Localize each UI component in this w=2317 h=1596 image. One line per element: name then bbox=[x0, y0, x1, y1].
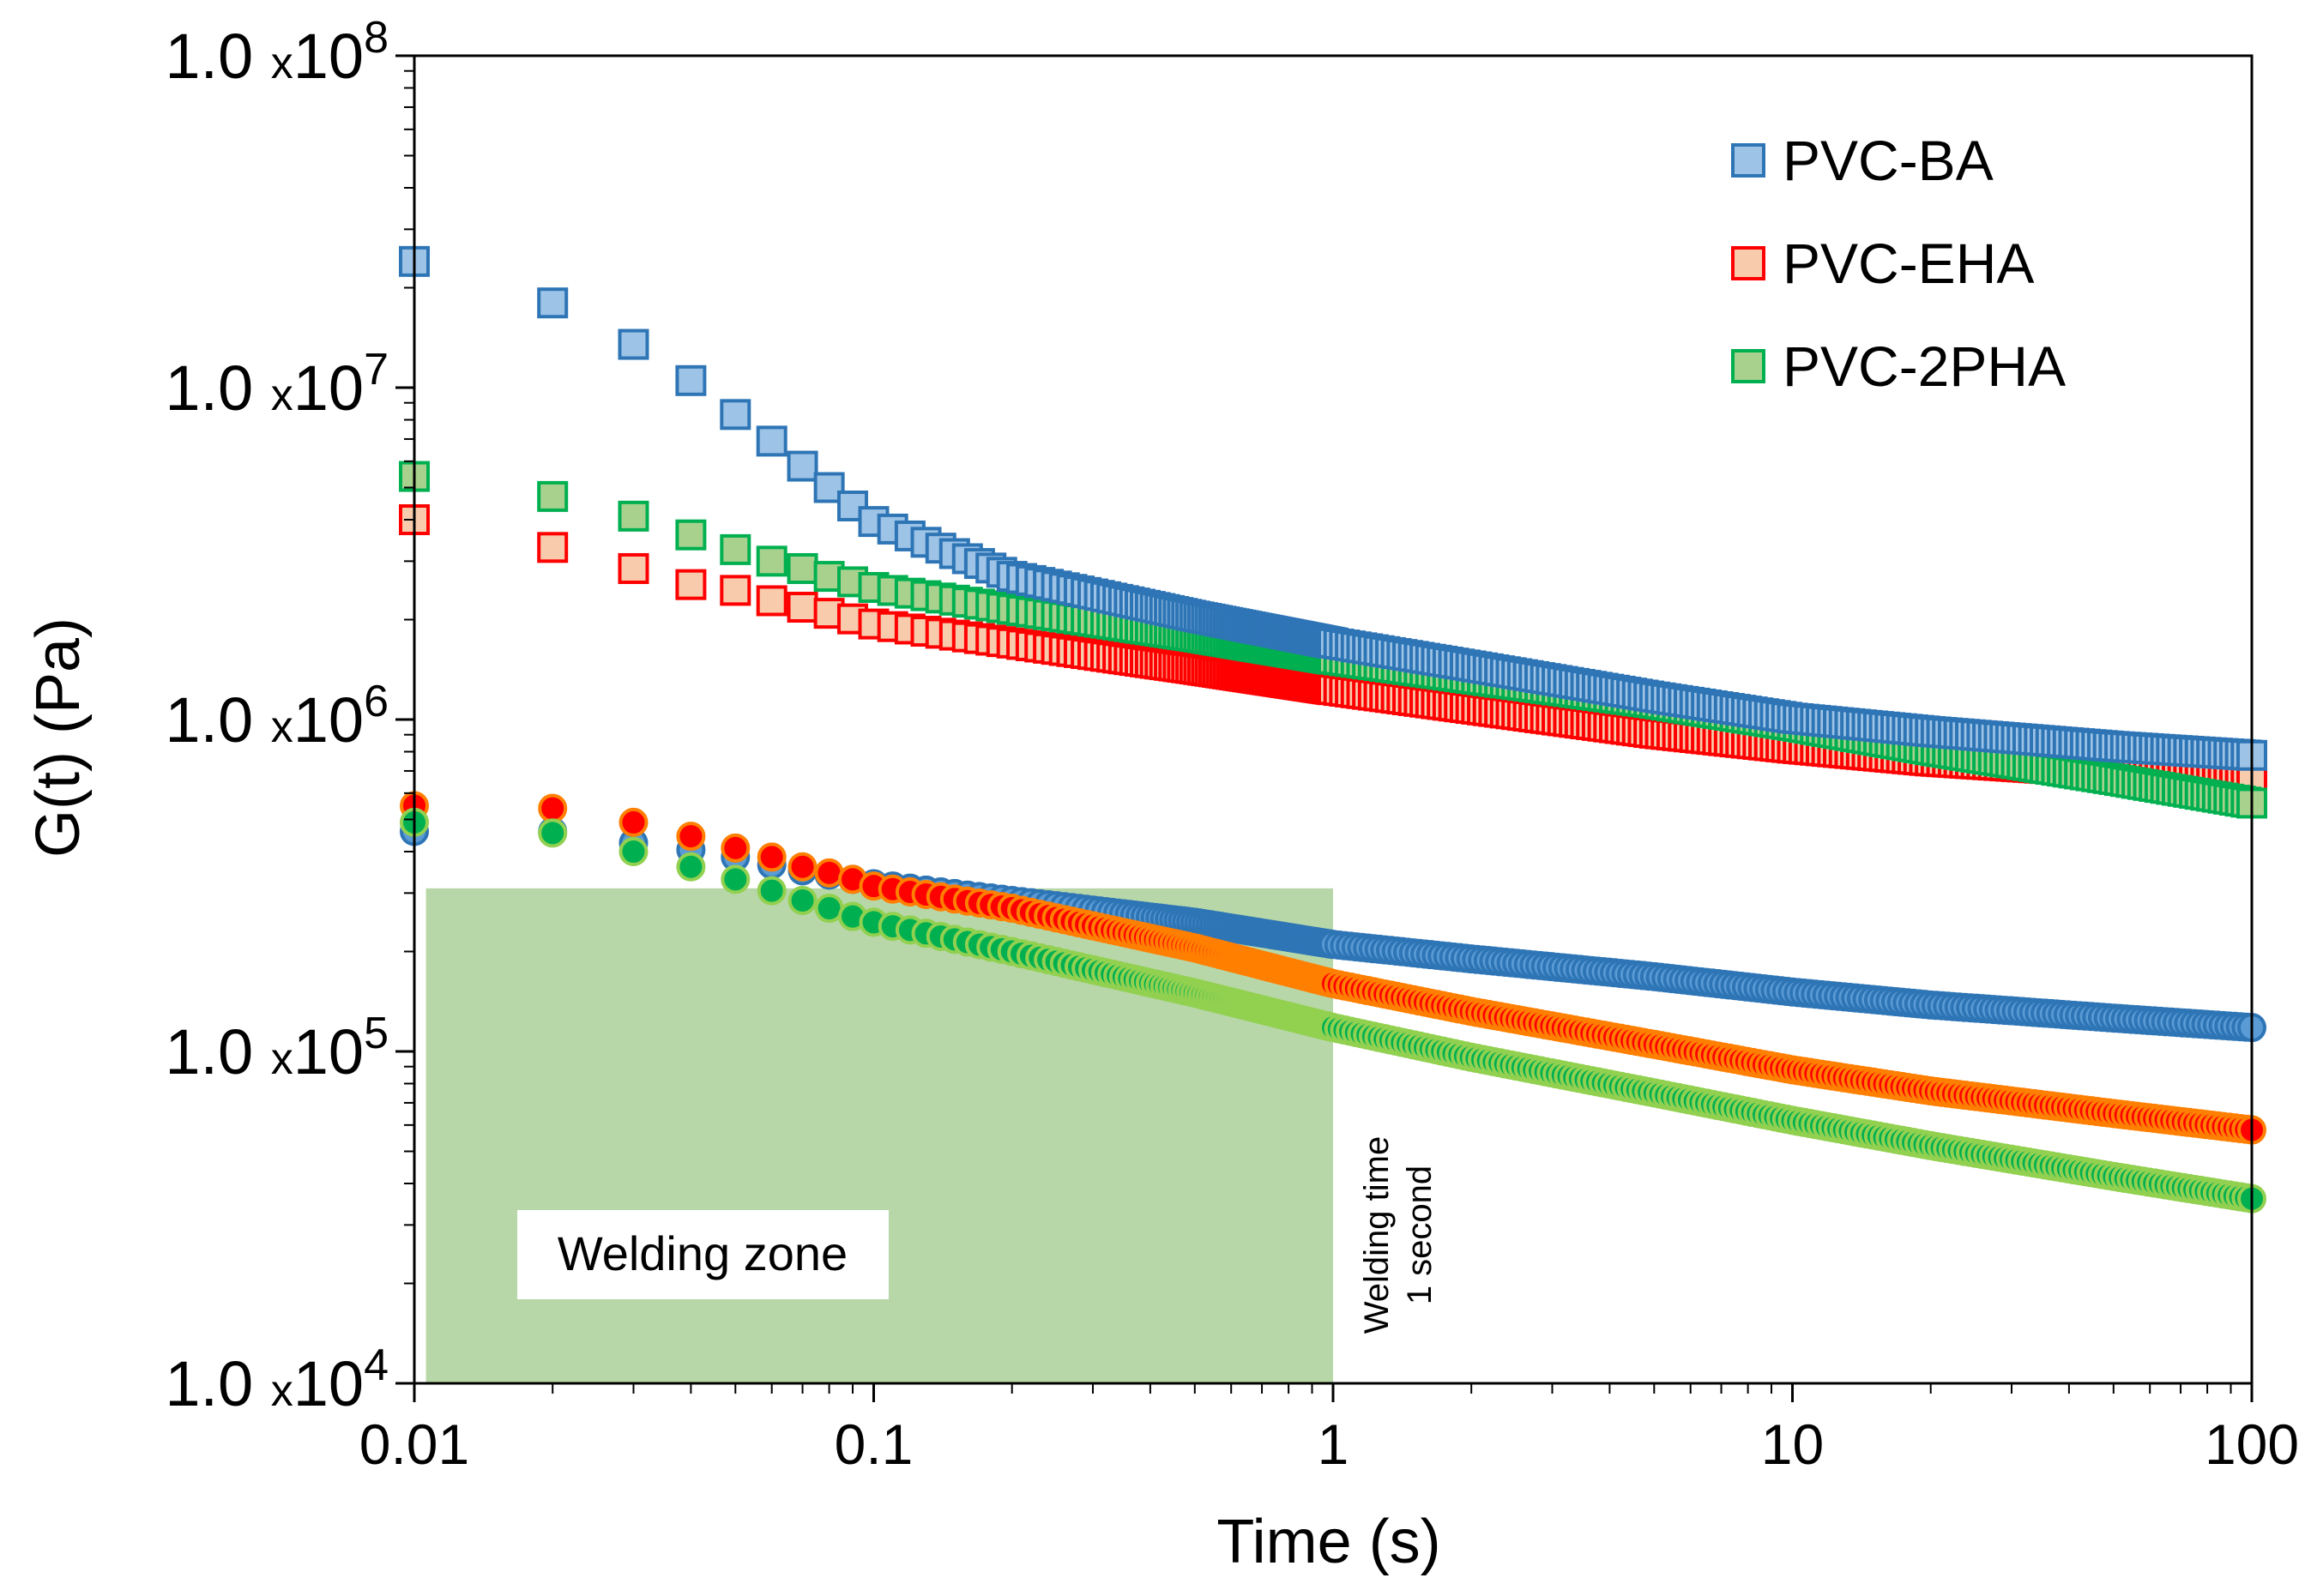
legend-marker bbox=[1731, 143, 1765, 178]
x-tick-label: 100 bbox=[2205, 1412, 2299, 1476]
data-point bbox=[676, 852, 706, 882]
y-tick-label: 1.0 x106 bbox=[165, 677, 389, 756]
series-pvc-ba bbox=[399, 245, 2267, 771]
data-point bbox=[618, 837, 649, 867]
welding-zone-label-box bbox=[517, 1210, 889, 1299]
legend-label: PVC-EHA bbox=[1783, 232, 2034, 295]
y-axis-label: G(t) (Pa) bbox=[24, 617, 93, 858]
data-point bbox=[814, 858, 844, 888]
data-point bbox=[618, 552, 649, 584]
data-point bbox=[720, 399, 751, 431]
data-point bbox=[756, 585, 787, 617]
y-tick-label: 1.0 x105 bbox=[165, 1009, 389, 1087]
y-tick-label: 1.0 x108 bbox=[165, 13, 389, 92]
data-point bbox=[675, 519, 707, 551]
axis-tick-labels: 0.01 0.1 1 10 100 1.0 x104 1.0 x105 1.0 x106 1.0… bbox=[165, 13, 2299, 1476]
legend-item: PVC-2PHA bbox=[1731, 334, 2066, 398]
y-tick-label: 1.0 x107 bbox=[165, 345, 389, 424]
data-point bbox=[538, 818, 568, 848]
data-point bbox=[756, 545, 787, 577]
welding-time-line2: 1 second bbox=[1401, 1165, 1439, 1304]
data-point bbox=[675, 569, 707, 600]
welding-zone bbox=[425, 888, 1334, 1383]
legend-item: PVC-BA bbox=[1731, 129, 1994, 192]
data-point bbox=[757, 842, 787, 872]
data-point bbox=[787, 552, 818, 584]
legend: PVC-BA PVC-EHA PVC-2PHA bbox=[1731, 129, 2066, 398]
welding-zone-label: Welding zone bbox=[558, 1226, 848, 1280]
legend-marker bbox=[1731, 246, 1765, 280]
welding-zone-layer: Welding zone Welding time 1 second bbox=[425, 888, 1439, 1383]
welding-time-annotation: Welding time 1 second bbox=[1358, 1136, 1439, 1334]
x-tick-label: 1 bbox=[1318, 1412, 1349, 1476]
y-tick-label: 1.0 x104 bbox=[165, 1340, 389, 1419]
legend-label: PVC-2PHA bbox=[1783, 334, 2066, 398]
data-point bbox=[675, 364, 707, 396]
data-point bbox=[787, 852, 818, 882]
data-point bbox=[618, 500, 649, 532]
data-point bbox=[618, 328, 649, 360]
data-point bbox=[538, 793, 568, 823]
data-point bbox=[720, 575, 751, 606]
series-pvc-2pha-circles bbox=[400, 807, 2266, 1214]
x-tick-label: 0.1 bbox=[835, 1412, 914, 1476]
data-point bbox=[676, 822, 706, 852]
legend-label: PVC-BA bbox=[1783, 129, 1994, 192]
data-point bbox=[756, 425, 787, 457]
series-layer bbox=[399, 245, 2267, 1214]
welding-time-line1: Welding time bbox=[1358, 1136, 1396, 1334]
data-point bbox=[787, 450, 818, 482]
data-point bbox=[537, 532, 569, 563]
legend-item: PVC-EHA bbox=[1731, 232, 2034, 295]
axis-ticks bbox=[395, 54, 2254, 1402]
series-pvc-eha-circles bbox=[400, 791, 2266, 1145]
data-point bbox=[721, 864, 751, 894]
data-point bbox=[618, 807, 649, 837]
data-point bbox=[537, 480, 569, 512]
data-point bbox=[721, 833, 751, 863]
x-tick-label: 0.01 bbox=[359, 1412, 469, 1476]
data-point bbox=[757, 876, 787, 906]
x-tick-label: 10 bbox=[1761, 1412, 1824, 1476]
data-point bbox=[787, 885, 818, 915]
data-point bbox=[537, 287, 569, 319]
x-axis-label: Time (s) bbox=[1216, 1508, 1440, 1576]
legend-marker bbox=[1731, 349, 1765, 383]
data-point bbox=[720, 533, 751, 565]
data-point bbox=[787, 592, 818, 623]
